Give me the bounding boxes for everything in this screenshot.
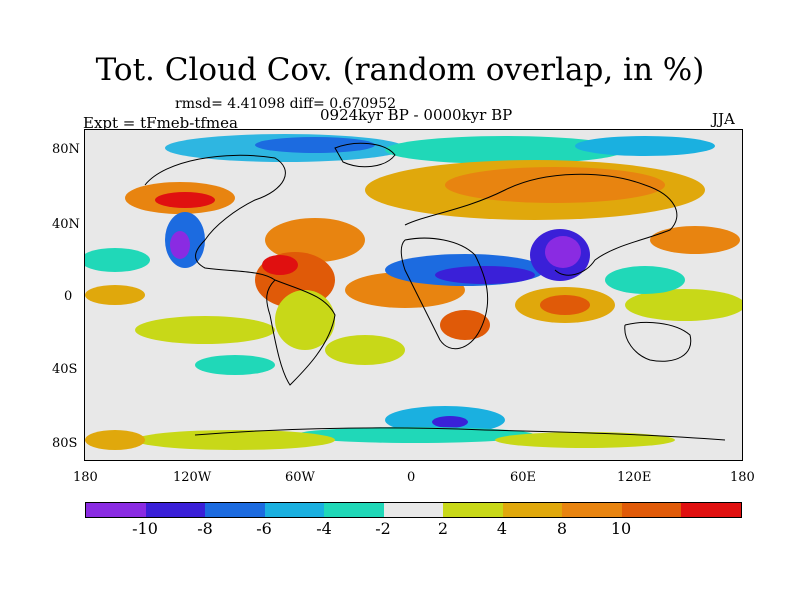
colorbar-label: -10 — [132, 519, 158, 538]
lon-label-120w: 120W — [173, 470, 212, 485]
experiment-label: Expt = tFmeb-tfmea — [83, 114, 238, 132]
colorbar-label: -2 — [375, 519, 391, 538]
lat-label-80S: 80S — [52, 436, 78, 451]
colorbar-label: -6 — [256, 519, 272, 538]
colorbar-swatch — [145, 503, 206, 517]
lat-label-40N: 40N — [52, 217, 80, 232]
colorbar-label: -8 — [197, 519, 213, 538]
colorbar-swatch — [324, 503, 384, 517]
lon-label-120e: 120E — [617, 470, 652, 485]
map-title: Tot. Cloud Cov. (random overlap, in %) — [95, 52, 705, 88]
period-label: 0924kyr BP - 0000kyr BP — [320, 106, 513, 124]
colorbar-swatch — [502, 503, 563, 517]
stats-label: rmsd= 4.41098 diff= 0.670952 — [175, 96, 397, 112]
colorbar-swatch — [383, 503, 444, 517]
season-label: JJA — [712, 110, 735, 128]
lat-label-40S: 40S — [52, 362, 78, 377]
colorbar-swatch — [86, 503, 146, 517]
lat-label-80N: 80N — [52, 142, 80, 157]
colorbar-label: 10 — [610, 519, 632, 538]
colorbar-swatch — [681, 503, 742, 517]
colorbar-swatch — [264, 503, 325, 517]
anomaly-field — [85, 134, 742, 450]
lat-label-0: 0 — [64, 289, 73, 304]
colorbar-label: 4 — [496, 519, 508, 538]
colorbar-label: -4 — [316, 519, 332, 538]
colorbar-label: 2 — [437, 519, 449, 538]
cloud-cover-map — [84, 129, 743, 461]
colorbar — [85, 502, 742, 518]
lon-label-60w: 60W — [285, 470, 315, 485]
colorbar-swatch — [205, 503, 265, 517]
lon-label-0: 0 — [407, 470, 416, 485]
colorbar-swatch — [621, 503, 682, 517]
lon-label-60e: 60E — [510, 470, 537, 485]
lon-label-180w: 180 — [73, 470, 98, 485]
coastlines — [144, 142, 726, 441]
colorbar-swatch — [443, 503, 503, 517]
lon-label-180e: 180 — [730, 470, 755, 485]
colorbar-swatch — [562, 503, 622, 517]
colorbar-label: 8 — [556, 519, 568, 538]
